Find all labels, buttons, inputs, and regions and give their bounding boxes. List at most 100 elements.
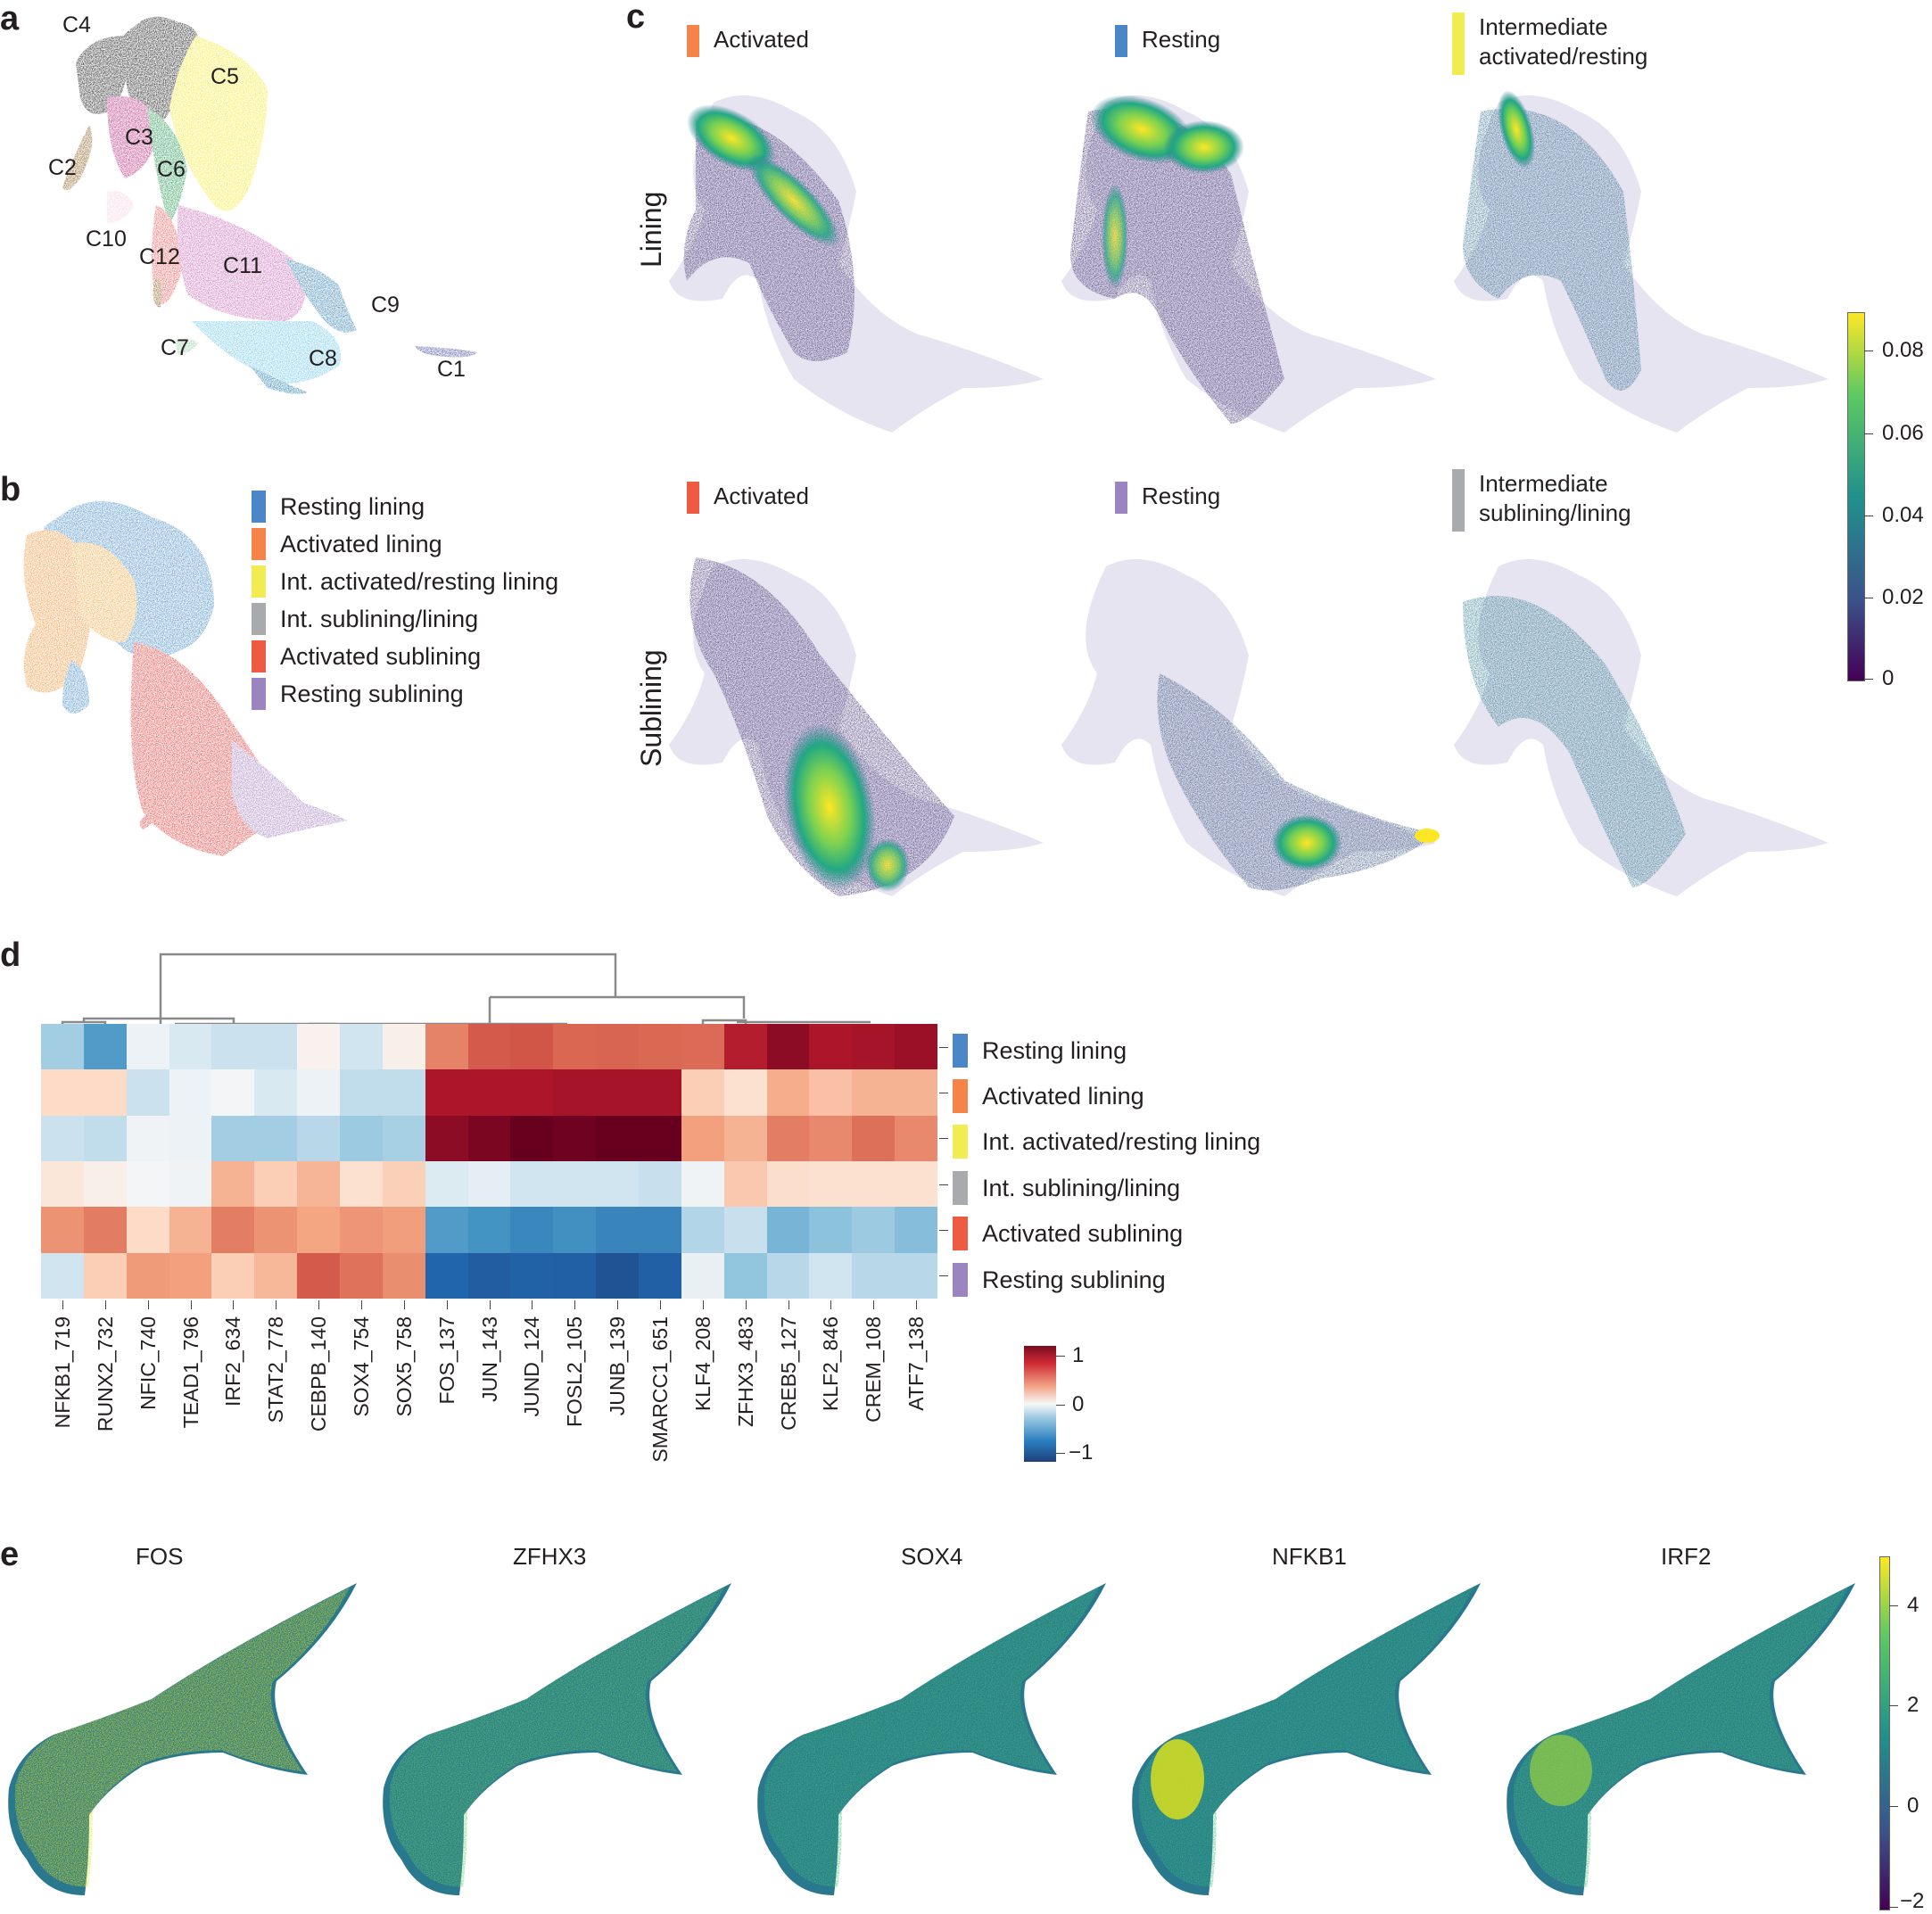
density-plot-sublining-intermediate <box>1454 559 1829 896</box>
colorbar-tick-label: −2 <box>1900 1889 1925 1913</box>
heatmap-cell <box>297 1069 340 1116</box>
legend-swatch <box>1452 12 1465 75</box>
heatmap-cell <box>596 1252 639 1299</box>
heatmap-cell <box>895 1207 937 1253</box>
tick <box>1889 1605 1898 1606</box>
heatmap-cell <box>254 1024 298 1070</box>
heatmap-cell <box>211 1252 255 1299</box>
legend-item-activated-lining: Activated lining <box>252 526 442 562</box>
heatmap-cell <box>126 1160 169 1208</box>
heatmap-cell <box>681 1160 724 1208</box>
heatmap-cell <box>723 1207 767 1253</box>
heatmap-cell <box>340 1252 383 1299</box>
legend-label: Int. sublining/lining <box>982 1174 1181 1201</box>
legend-swatch <box>252 640 266 672</box>
heatmap-cell <box>766 1160 810 1208</box>
legend-item-resting-lining: Resting lining <box>252 489 425 524</box>
heatmap-cell <box>83 1115 127 1161</box>
heatmap-column-label: FOSL2_105 <box>563 1316 587 1428</box>
tick <box>104 1300 106 1309</box>
legend-swatch <box>1452 469 1465 532</box>
colorbar-tick-label: 0 <box>1907 1794 1920 1818</box>
heatmap-cell <box>254 1069 298 1116</box>
heatmap-cell <box>852 1207 896 1253</box>
regulon-heatmap <box>41 1024 937 1299</box>
heatmap-cell <box>681 1024 724 1070</box>
legend-swatch <box>953 1217 968 1250</box>
tick <box>939 1138 948 1140</box>
heatmap-cell <box>510 1207 554 1253</box>
panel-d-colorbar <box>1024 1346 1056 1462</box>
heatmap-column-label: NFIC_740 <box>136 1316 160 1410</box>
heatmap-column-label: JUN_143 <box>477 1316 501 1402</box>
heatmap-cell <box>766 1115 810 1161</box>
tick <box>276 1300 277 1309</box>
panel-c-label: c <box>626 0 646 36</box>
e-plot-nfkb1 <box>1132 1583 1481 1895</box>
heatmap-cell <box>510 1024 554 1070</box>
heatmap-cell <box>510 1252 554 1299</box>
tick <box>788 1300 789 1309</box>
tick <box>147 1300 149 1309</box>
heatmap-cell <box>723 1024 767 1070</box>
heatmap-column-label: TEAD1_796 <box>178 1316 202 1429</box>
heatmap-cell <box>809 1207 853 1253</box>
legend-swatch <box>252 491 266 523</box>
heatmap-cell <box>553 1115 597 1161</box>
colorbar-tick-label: 2 <box>1907 1693 1920 1717</box>
row-legend-int-sublining-lining: Int. sublining/lining <box>953 1170 1180 1206</box>
heatmap-column-label: CEBPB_140 <box>307 1316 331 1432</box>
heatmap-cell <box>723 1069 767 1116</box>
heatmap-cell <box>852 1160 896 1208</box>
heatmap-column-label: NFKB1_719 <box>50 1316 74 1429</box>
heatmap-cell <box>211 1069 255 1116</box>
e-plot-zfhx3 <box>383 1583 731 1895</box>
tick <box>1889 1907 1898 1908</box>
heatmap-cell <box>596 1115 639 1161</box>
legend-swatch <box>953 1171 968 1205</box>
heatmap-cell <box>340 1069 383 1116</box>
heatmap-cell <box>553 1160 597 1208</box>
colorbar-tick-label: 0.08 <box>1882 338 1924 362</box>
heatmap-cell <box>895 1160 937 1208</box>
legend-swatch <box>252 603 266 635</box>
heatmap-cell <box>553 1024 597 1070</box>
panel-e-label: e <box>0 1536 20 1573</box>
heatmap-cell <box>254 1207 298 1253</box>
heatmap-cell <box>254 1252 298 1299</box>
e-title-irf2: IRF2 <box>1661 1543 1712 1570</box>
c-head-label: Resting <box>1142 26 1221 53</box>
c-head-label: Intermediate sublining/lining <box>1479 470 1631 526</box>
e-plot-sox4 <box>757 1583 1106 1895</box>
e-plot-fos <box>8 1583 358 1895</box>
tick <box>1056 1356 1065 1357</box>
tick <box>446 1300 448 1309</box>
tick <box>318 1300 320 1309</box>
heatmap-cell <box>467 1024 511 1070</box>
heatmap-cell <box>467 1069 511 1116</box>
c-head-lining-activated: Activated <box>687 25 809 57</box>
heatmap-cell <box>425 1252 468 1299</box>
legend-label: Resting lining <box>982 1036 1127 1064</box>
heatmap-cell <box>83 1207 127 1253</box>
heatmap-cell <box>126 1024 169 1070</box>
tick <box>532 1300 533 1309</box>
panel-b-umap <box>23 501 348 856</box>
heatmap-cell <box>83 1252 127 1299</box>
heatmap-cell <box>340 1207 383 1253</box>
heatmap-cell <box>895 1024 937 1070</box>
heatmap-cell <box>126 1252 169 1299</box>
tick <box>617 1300 619 1309</box>
heatmap-cell <box>340 1160 383 1208</box>
tick <box>702 1300 704 1309</box>
density-plot-lining-resting <box>1061 95 1436 433</box>
heatmap-cell <box>639 1115 681 1161</box>
c-head-label: Activated <box>714 483 809 509</box>
legend-swatch <box>687 482 699 514</box>
panel-c-colorbar <box>1847 312 1865 681</box>
heatmap-cell <box>766 1252 810 1299</box>
heatmap-cell <box>211 1024 255 1070</box>
heatmap-cell <box>41 1069 84 1116</box>
heatmap-cell <box>211 1207 255 1253</box>
heatmap-cell <box>169 1252 212 1299</box>
